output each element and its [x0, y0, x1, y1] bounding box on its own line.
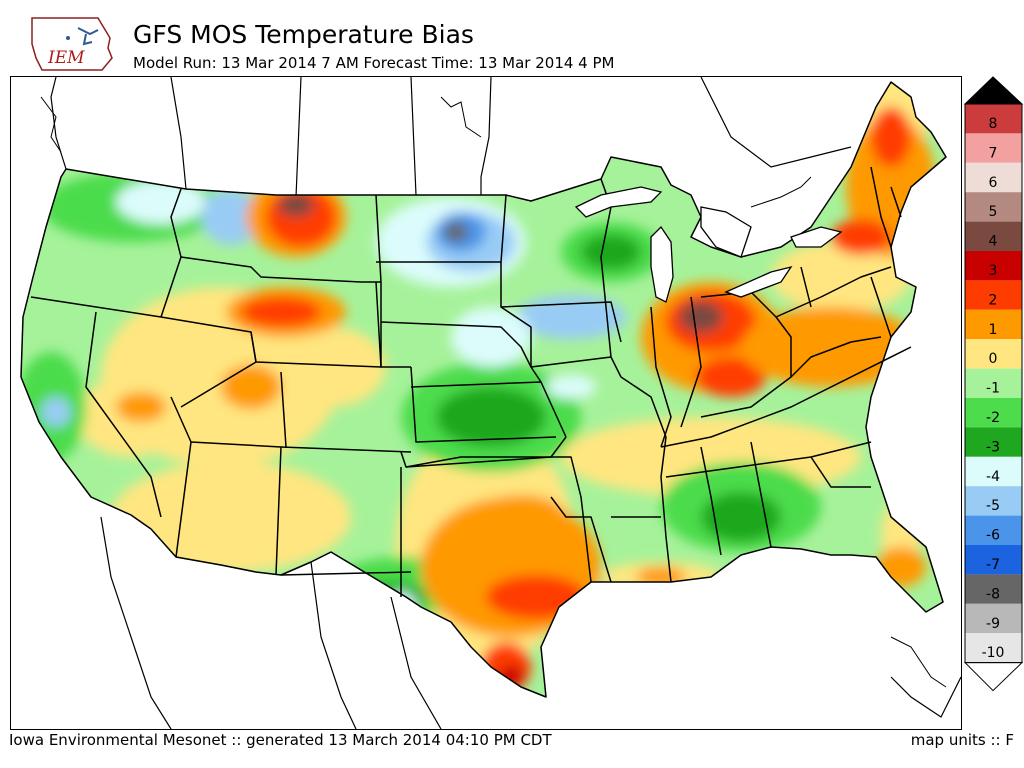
- map-units: map units :: F: [910, 731, 1014, 749]
- legend-label: 5: [989, 204, 998, 220]
- coastline-detail: [40, 96, 947, 688]
- legend-bottom-arrow: [963, 662, 1024, 692]
- legend-outline: [964, 103, 1023, 664]
- legend-swatch: [965, 162, 1022, 193]
- legend-label: -3: [986, 439, 1000, 455]
- legend-swatch: [963, 76, 1024, 105]
- legend-label: -1: [986, 381, 1000, 397]
- legend-label: -6: [986, 528, 1000, 544]
- legend-swatch: [965, 339, 1022, 369]
- legend-swatch: [965, 192, 1022, 222]
- legend-label: 1: [989, 322, 998, 338]
- legend-swatch: [965, 221, 1022, 251]
- legend-swatch: [965, 280, 1022, 310]
- legend-label: 8: [989, 116, 998, 132]
- legend-label: 0: [989, 351, 998, 367]
- great-lakes: [574, 186, 843, 303]
- legend-swatch: [965, 309, 1022, 340]
- legend-label: -8: [986, 586, 1000, 602]
- generation-credit: Iowa Environmental Mesonet :: generated …: [9, 731, 552, 749]
- legend-label: 3: [989, 263, 998, 279]
- legend-swatch: [965, 456, 1022, 487]
- map-title: GFS MOS Temperature Bias: [133, 20, 474, 49]
- legend-swatch: [965, 574, 1022, 604]
- color-legend: 9876543210-1-2-3-4-5-6-7-8-9-10: [963, 76, 1024, 692]
- legend-swatch: [965, 515, 1022, 545]
- legend-label: 6: [989, 175, 998, 191]
- legend-label: -7: [986, 557, 1000, 573]
- legend-label: -5: [986, 498, 1000, 514]
- legend-swatch: [965, 603, 1022, 634]
- legend-label: -10: [982, 645, 1005, 661]
- state-boundaries: [20, 81, 947, 698]
- legend-swatch: [965, 368, 1022, 398]
- map-subtitle: Model Run: 13 Mar 2014 7 AM Forecast Tim…: [133, 54, 615, 72]
- bias-map: [20, 77, 961, 729]
- legend-swatch: [965, 545, 1022, 575]
- legend-swatch: [965, 486, 1022, 516]
- legend-label: 4: [989, 234, 998, 250]
- legend-swatch: [965, 251, 1022, 281]
- legend-swatch: [965, 633, 1022, 663]
- legend-label: -4: [986, 469, 1000, 485]
- iem-logo: IEM: [28, 14, 118, 74]
- legend-label: -9: [986, 616, 1000, 632]
- map-frame: [10, 76, 962, 730]
- legend-swatch: [965, 427, 1022, 457]
- legend-swatch: [965, 104, 1022, 134]
- legend-label: 7: [989, 145, 998, 161]
- iowa-state-logo-icon: [31, 17, 113, 71]
- legend-swatch: [965, 398, 1022, 428]
- legend-swatch: [965, 133, 1022, 163]
- legend-label: -2: [986, 410, 1000, 426]
- logo-text: IEM: [48, 48, 85, 68]
- bias-field: [21, 82, 946, 697]
- legend-bar: 9876543210-1-2-3-4-5-6-7-8-9-10: [963, 76, 1024, 692]
- legend-label: 2: [989, 292, 998, 308]
